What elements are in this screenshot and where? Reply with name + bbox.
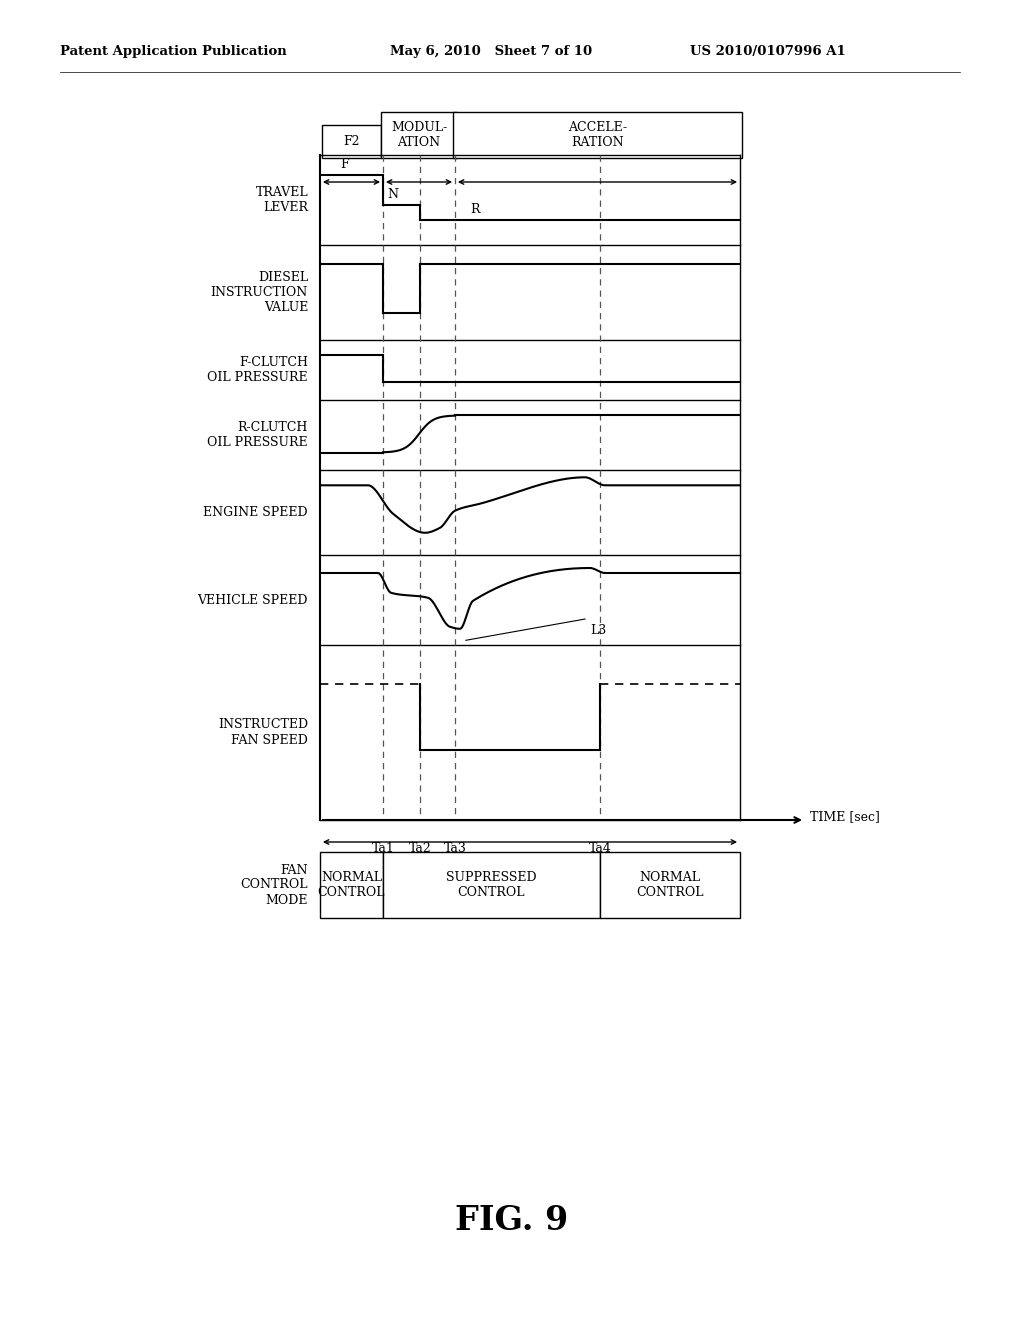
Text: ACCELE-
RATION: ACCELE- RATION xyxy=(568,121,627,149)
Text: May 6, 2010   Sheet 7 of 10: May 6, 2010 Sheet 7 of 10 xyxy=(390,45,592,58)
Text: F-CLUTCH
OIL PRESSURE: F-CLUTCH OIL PRESSURE xyxy=(208,356,308,384)
Text: Ta1: Ta1 xyxy=(372,842,394,855)
Text: FAN
CONTROL
MODE: FAN CONTROL MODE xyxy=(241,863,308,907)
Text: R-CLUTCH
OIL PRESSURE: R-CLUTCH OIL PRESSURE xyxy=(208,421,308,449)
Bar xyxy=(383,851,600,917)
Text: TRAVEL
LEVER: TRAVEL LEVER xyxy=(255,186,308,214)
Text: SUPPRESSED
CONTROL: SUPPRESSED CONTROL xyxy=(446,871,537,899)
Text: MODUL-
ATION: MODUL- ATION xyxy=(391,121,447,149)
Text: TIME [sec]: TIME [sec] xyxy=(810,810,880,824)
Text: Ta3: Ta3 xyxy=(443,842,467,855)
Text: F2: F2 xyxy=(343,135,359,148)
Text: Patent Application Publication: Patent Application Publication xyxy=(60,45,287,58)
Text: US 2010/0107996 A1: US 2010/0107996 A1 xyxy=(690,45,846,58)
Text: L3: L3 xyxy=(590,623,606,636)
Text: NORMAL
CONTROL: NORMAL CONTROL xyxy=(636,871,703,899)
Text: Ta4: Ta4 xyxy=(589,842,611,855)
Text: ENGINE SPEED: ENGINE SPEED xyxy=(204,506,308,519)
Text: VEHICLE SPEED: VEHICLE SPEED xyxy=(198,594,308,606)
Text: INSTRUCTED
FAN SPEED: INSTRUCTED FAN SPEED xyxy=(218,718,308,747)
Text: R: R xyxy=(470,203,479,215)
Text: N: N xyxy=(387,187,398,201)
Text: NORMAL
CONTROL: NORMAL CONTROL xyxy=(317,871,385,899)
Text: F: F xyxy=(340,158,348,170)
Text: DIESEL
INSTRUCTION
VALUE: DIESEL INSTRUCTION VALUE xyxy=(211,271,308,314)
Bar xyxy=(322,125,381,158)
Text: FIG. 9: FIG. 9 xyxy=(456,1204,568,1237)
Bar xyxy=(319,851,383,917)
Text: Ta2: Ta2 xyxy=(409,842,431,855)
Bar xyxy=(453,112,742,158)
Bar xyxy=(381,112,457,158)
Bar xyxy=(600,851,740,917)
